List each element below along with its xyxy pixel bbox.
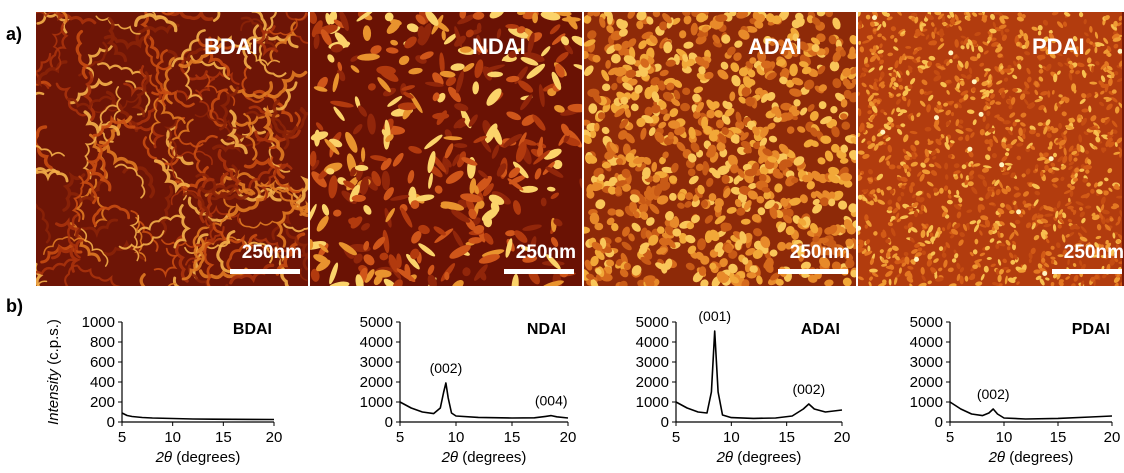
y-tick-label: 1000 bbox=[636, 394, 669, 411]
panel-b-label: b) bbox=[6, 296, 23, 316]
y-tick-label: 4000 bbox=[910, 334, 943, 351]
scale-bar bbox=[778, 269, 848, 274]
x-tick-label: 15 bbox=[778, 429, 795, 446]
xrd-chart-adai: 0 1000 2000 3000 4000 5000 5 10 15 20 ADAI (001) (00… bbox=[636, 308, 851, 466]
y-tick-label: 200 bbox=[90, 394, 115, 411]
y-tick-label: 3000 bbox=[360, 354, 393, 371]
y-tick-label: 3000 bbox=[636, 354, 669, 371]
x-tick-label: 20 bbox=[834, 429, 851, 446]
y-tick-label: 3000 bbox=[910, 354, 943, 371]
afm-texture bbox=[584, 12, 856, 286]
y-tick-label: 2000 bbox=[360, 374, 393, 391]
scale-bar bbox=[504, 269, 574, 274]
x-tick-label: 15 bbox=[504, 429, 521, 446]
y-tick-label: 5000 bbox=[636, 314, 669, 331]
afm-image-bdai: BDAI 250nm bbox=[36, 12, 308, 286]
y-tick-label: 0 bbox=[661, 414, 669, 431]
x-tick-label: 5 bbox=[946, 429, 954, 446]
scale-bar-label: 250nm bbox=[1063, 242, 1124, 263]
afm-image-pdai: PDAI 250nm bbox=[858, 12, 1124, 286]
xrd-chart-bdai: 0 200 400 600 800 1000 5 10 15 20 BDAI 2θ (degrees)… bbox=[45, 314, 282, 466]
y-tick-label: 4000 bbox=[636, 334, 669, 351]
x-axis-label: 2θ (degrees) bbox=[716, 449, 802, 466]
x-tick-label: 20 bbox=[266, 429, 283, 446]
y-tick-label: 1000 bbox=[360, 394, 393, 411]
y-tick-label: 400 bbox=[90, 374, 115, 391]
afm-texture bbox=[36, 12, 308, 286]
y-tick-label: 600 bbox=[90, 354, 115, 371]
chart-title: NDAI bbox=[527, 321, 566, 338]
x-tick-label: 20 bbox=[1104, 429, 1121, 446]
peak-label: (001) bbox=[698, 308, 731, 324]
y-tick-label: 1000 bbox=[82, 314, 115, 331]
x-tick-label: 5 bbox=[118, 429, 126, 446]
y-axis-label: Intensity (c.p.s.) bbox=[45, 319, 62, 425]
chart-title: PDAI bbox=[1072, 321, 1110, 338]
chart-title: ADAI bbox=[801, 321, 840, 338]
xrd-series-line bbox=[121, 412, 275, 421]
xrd-series-line bbox=[399, 382, 569, 419]
y-tick-label: 2000 bbox=[636, 374, 669, 391]
x-tick-label: 15 bbox=[215, 429, 232, 446]
xrd-series-line bbox=[675, 330, 843, 420]
scale-bar-label: 250nm bbox=[515, 242, 576, 263]
x-tick-label: 5 bbox=[672, 429, 680, 446]
x-axis-label: 2θ (degrees) bbox=[441, 449, 527, 466]
x-tick-label: 20 bbox=[560, 429, 577, 446]
y-tick-label: 5000 bbox=[360, 314, 393, 331]
afm-texture bbox=[310, 12, 582, 286]
x-tick-label: 15 bbox=[1050, 429, 1067, 446]
peak-label: (002) bbox=[977, 386, 1010, 402]
y-tick-label: 5000 bbox=[910, 314, 943, 331]
peak-label: (002) bbox=[430, 360, 463, 376]
y-tick-label: 2000 bbox=[910, 374, 943, 391]
y-tick-label: 1000 bbox=[910, 394, 943, 411]
afm-image-adai: ADAI 250nm bbox=[584, 12, 856, 286]
xrd-chart-ndai: 0 1000 2000 3000 4000 5000 5 10 15 20 NDAI (002) (00… bbox=[360, 314, 577, 466]
afm-sample-name: BDAI bbox=[204, 34, 258, 59]
afm-image-ndai: NDAI 250nm bbox=[310, 12, 582, 286]
scale-bar-label: 250nm bbox=[241, 242, 302, 263]
x-axis-label: 2θ (degrees) bbox=[155, 449, 241, 466]
x-tick-label: 10 bbox=[723, 429, 740, 446]
x-tick-label: 10 bbox=[164, 429, 181, 446]
scale-bar bbox=[230, 269, 300, 274]
panel-a-label: a) bbox=[6, 24, 23, 44]
scale-bar bbox=[1052, 269, 1122, 274]
y-tick-label: 4000 bbox=[360, 334, 393, 351]
scale-bar-label: 250nm bbox=[789, 242, 850, 263]
y-tick-label: 0 bbox=[107, 414, 115, 431]
x-axis-label: 2θ (degrees) bbox=[988, 449, 1074, 466]
y-tick-label: 0 bbox=[385, 414, 393, 431]
x-tick-label: 10 bbox=[448, 429, 465, 446]
peak-label: (004) bbox=[535, 393, 568, 409]
chart-title: BDAI bbox=[233, 321, 272, 338]
afm-sample-name: NDAI bbox=[472, 34, 526, 59]
afm-sample-name: PDAI bbox=[1032, 34, 1085, 59]
y-tick-label: 800 bbox=[90, 334, 115, 351]
xrd-chart-pdai: 0 1000 2000 3000 4000 5000 5 10 15 20 PDAI (002) 2θ … bbox=[910, 314, 1121, 466]
peak-label: (002) bbox=[792, 381, 825, 397]
y-tick-label: 0 bbox=[935, 414, 943, 431]
xrd-series-line bbox=[949, 401, 1113, 420]
afm-sample-name: ADAI bbox=[748, 34, 802, 59]
x-tick-label: 10 bbox=[996, 429, 1013, 446]
x-tick-label: 5 bbox=[396, 429, 404, 446]
